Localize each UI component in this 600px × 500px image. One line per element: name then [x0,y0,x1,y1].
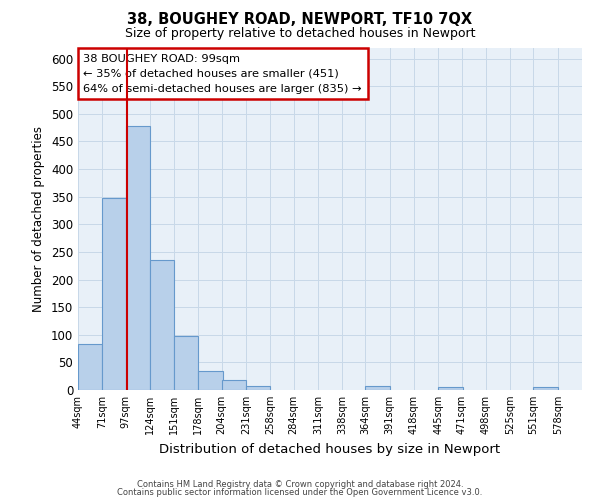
Text: Size of property relative to detached houses in Newport: Size of property relative to detached ho… [125,28,475,40]
Bar [102,198,127,390]
Bar [222,380,246,390]
Text: Contains HM Land Registry data © Crown copyright and database right 2024.: Contains HM Land Registry data © Crown c… [137,480,463,489]
Bar [438,387,463,390]
Bar [174,336,199,390]
Bar [78,344,102,390]
Bar [125,126,150,390]
Bar [150,260,174,390]
Bar [533,387,558,390]
X-axis label: Distribution of detached houses by size in Newport: Distribution of detached houses by size … [160,442,500,456]
Bar [199,370,223,390]
Bar [365,386,390,390]
Text: Contains public sector information licensed under the Open Government Licence v3: Contains public sector information licen… [118,488,482,497]
Text: 38 BOUGHEY ROAD: 99sqm
← 35% of detached houses are smaller (451)
64% of semi-de: 38 BOUGHEY ROAD: 99sqm ← 35% of detached… [83,54,362,94]
Bar [246,386,270,390]
Y-axis label: Number of detached properties: Number of detached properties [32,126,46,312]
Text: 38, BOUGHEY ROAD, NEWPORT, TF10 7QX: 38, BOUGHEY ROAD, NEWPORT, TF10 7QX [127,12,473,28]
